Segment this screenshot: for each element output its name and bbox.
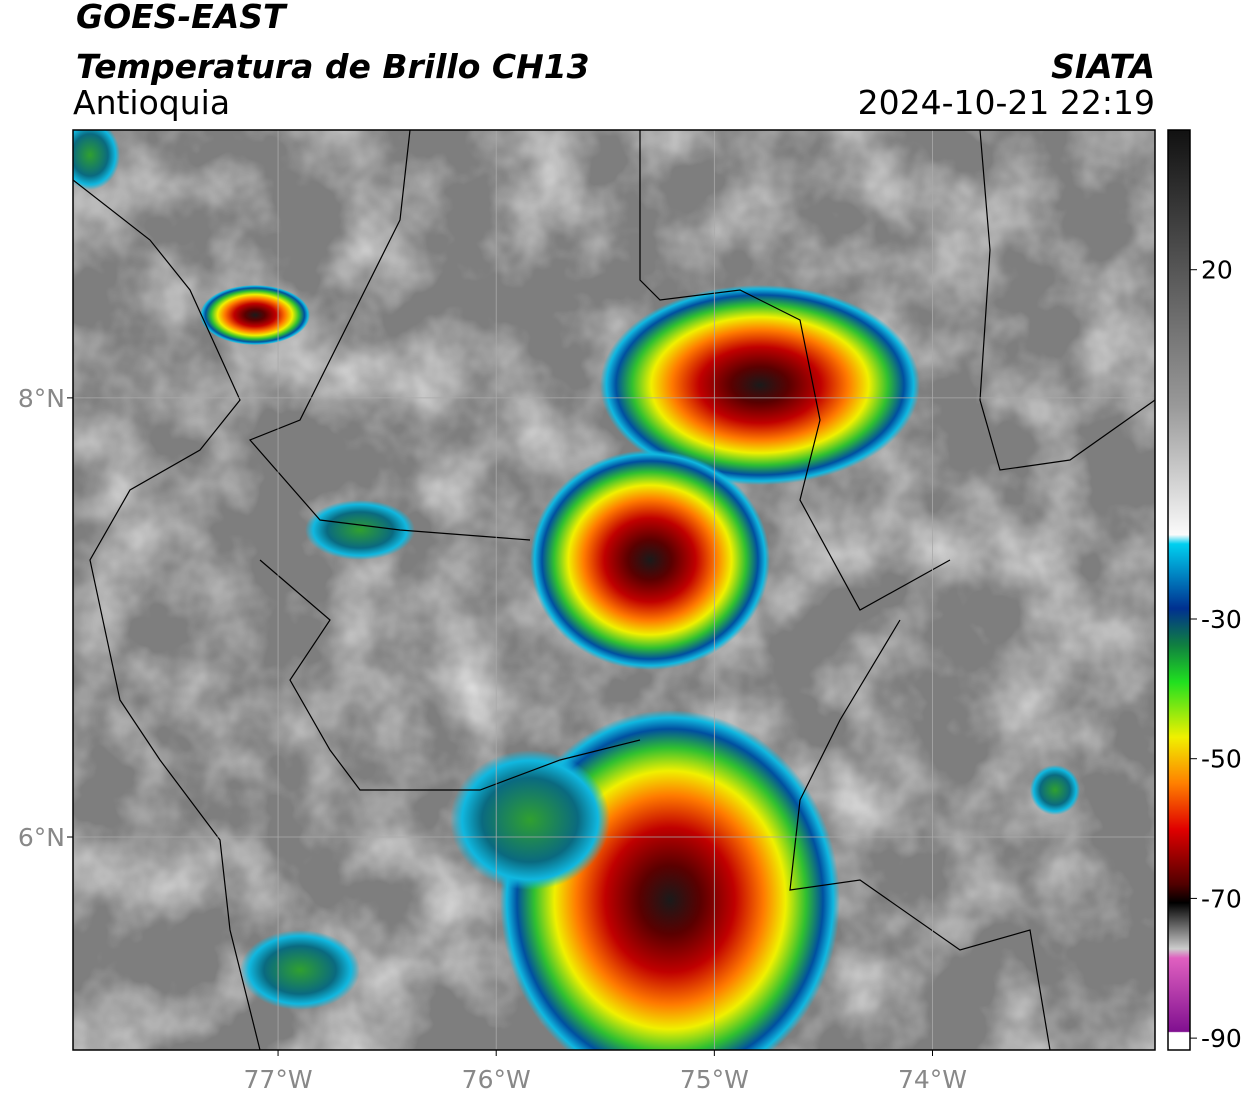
x-tick-label: 77°W: [244, 1065, 313, 1094]
colorbar-label: 20: [1201, 256, 1233, 285]
colorbar-label: -90: [1201, 1024, 1242, 1053]
source: SIATA: [1051, 47, 1155, 86]
colorbar-label: -30: [1201, 605, 1242, 634]
imagery: [73, 130, 1155, 1050]
region: Antioquia: [73, 83, 230, 122]
product: Temperatura de Brillo CH13: [76, 47, 590, 86]
satellite: GOES-EAST: [76, 0, 288, 36]
x-tick-label: 75°W: [680, 1065, 749, 1094]
x-tick-label: 76°W: [462, 1065, 531, 1094]
colorbar: [1167, 129, 1191, 1051]
x-tick-label: 74°W: [898, 1065, 967, 1094]
map-frame: [72, 129, 1156, 1051]
colorbar-label: -50: [1201, 745, 1242, 774]
datetime: 2024-10-21 22:19: [858, 83, 1155, 122]
colorbar-label: -70: [1201, 884, 1242, 913]
y-tick-label: 8°N: [18, 384, 65, 413]
y-tick-label: 6°N: [18, 823, 65, 852]
